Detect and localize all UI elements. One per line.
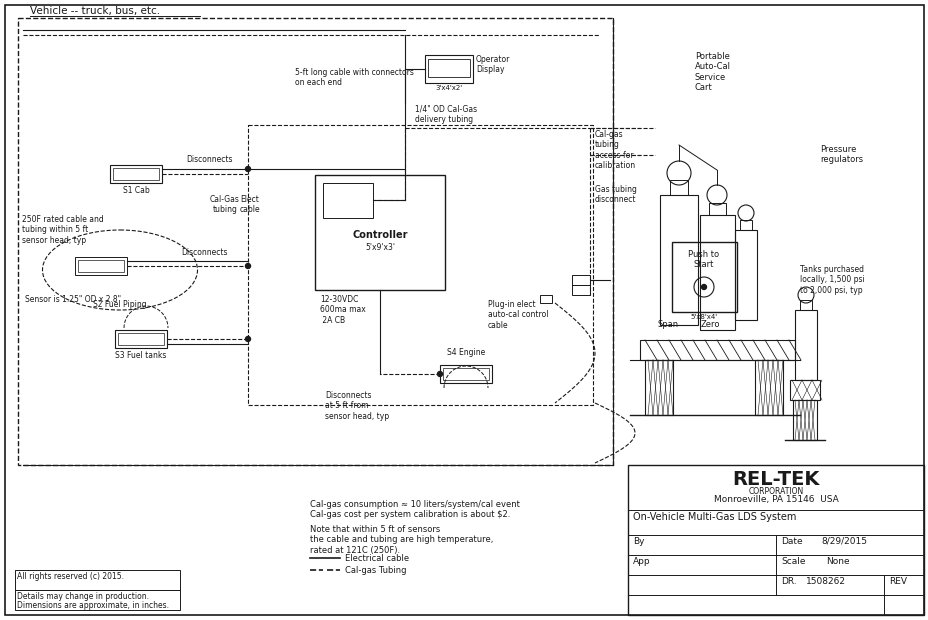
Text: Disconnects
at 5 ft from
sensor head, typ: Disconnects at 5 ft from sensor head, ty… xyxy=(325,391,389,421)
Bar xyxy=(118,333,164,345)
Text: Cal-gas Tubing: Cal-gas Tubing xyxy=(344,566,406,575)
Text: S3 Fuel tanks: S3 Fuel tanks xyxy=(115,351,166,360)
Text: All rights reserved (c) 2015.: All rights reserved (c) 2015. xyxy=(17,572,123,581)
Text: DR.: DR. xyxy=(780,577,796,586)
Bar xyxy=(659,195,697,325)
Bar xyxy=(740,220,751,230)
Text: 250F rated cable and
tubing within 5 ft
sensor head, typ: 250F rated cable and tubing within 5 ft … xyxy=(22,215,104,245)
Text: Date: Date xyxy=(780,537,802,546)
Bar xyxy=(572,275,589,285)
Text: Plug-in elect
auto-cal control
cable: Plug-in elect auto-cal control cable xyxy=(487,300,548,330)
Text: Dimensions are approximate, in inches.: Dimensions are approximate, in inches. xyxy=(17,601,169,610)
Text: Note that within 5 ft of sensors
the cable and tubing are high temperature,
rate: Note that within 5 ft of sensors the cab… xyxy=(310,525,493,555)
Text: REV: REV xyxy=(888,577,906,586)
Text: S1 Cab: S1 Cab xyxy=(122,186,149,195)
Bar xyxy=(248,125,592,405)
Bar xyxy=(115,330,167,348)
Text: Cal-Gas
tubing: Cal-Gas tubing xyxy=(210,195,239,215)
Text: Monroeville, PA 15146  USA: Monroeville, PA 15146 USA xyxy=(713,495,837,504)
Text: Zero: Zero xyxy=(700,320,719,329)
Text: REL-TEK: REL-TEK xyxy=(731,470,818,489)
Bar xyxy=(315,175,445,290)
Text: Disconnects: Disconnects xyxy=(187,155,233,164)
Bar xyxy=(539,295,551,303)
Bar xyxy=(572,285,589,295)
Bar xyxy=(627,465,923,615)
Circle shape xyxy=(701,285,705,290)
Text: Cal-gas consumption ≈ 10 liters/system/cal event
Cal-gas cost per system calibra: Cal-gas consumption ≈ 10 liters/system/c… xyxy=(310,500,520,520)
Bar xyxy=(734,230,756,320)
Text: Portable
Auto-Cal
Service
Cart: Portable Auto-Cal Service Cart xyxy=(694,52,730,92)
Text: Pressure
regulators: Pressure regulators xyxy=(819,145,862,164)
Text: Sensor is 1.25" OD x 2.8": Sensor is 1.25" OD x 2.8" xyxy=(25,295,121,304)
Text: Scale: Scale xyxy=(780,557,805,566)
Bar xyxy=(15,570,180,590)
Text: Details may change in production.: Details may change in production. xyxy=(17,592,148,601)
Bar xyxy=(15,590,180,610)
Text: 5'x8'x4': 5'x8'x4' xyxy=(690,314,716,320)
Text: 1508262: 1508262 xyxy=(806,577,845,586)
Text: S4 Engine: S4 Engine xyxy=(446,348,484,357)
Bar xyxy=(440,365,492,383)
Text: S2 Fuel Piping: S2 Fuel Piping xyxy=(93,300,147,309)
Text: 3'x4'x2': 3'x4'x2' xyxy=(435,85,462,91)
Bar xyxy=(18,18,612,465)
Text: Controller: Controller xyxy=(352,230,407,240)
Text: On-Vehicle Multi-Gas LDS System: On-Vehicle Multi-Gas LDS System xyxy=(632,512,795,522)
Text: Push to
Start: Push to Start xyxy=(688,250,719,270)
Bar xyxy=(669,180,688,195)
Text: 8/29/2015: 8/29/2015 xyxy=(820,537,866,546)
Bar xyxy=(110,165,161,183)
Text: None: None xyxy=(825,557,849,566)
Text: By: By xyxy=(632,537,644,546)
Circle shape xyxy=(245,264,251,268)
Bar xyxy=(424,55,472,83)
Bar xyxy=(794,310,816,380)
Bar xyxy=(671,242,736,312)
Bar xyxy=(754,360,782,415)
Bar xyxy=(443,368,488,380)
Text: Gas tubing
disconnect: Gas tubing disconnect xyxy=(594,185,637,205)
Circle shape xyxy=(437,371,442,376)
Circle shape xyxy=(245,337,251,342)
Text: 1/4" OD Cal-Gas
delivery tubing: 1/4" OD Cal-Gas delivery tubing xyxy=(415,105,477,125)
Bar xyxy=(793,400,816,440)
Bar xyxy=(708,203,725,215)
Text: 5'x9'x3': 5'x9'x3' xyxy=(365,243,394,252)
Bar xyxy=(113,168,159,180)
Text: Electrical cable: Electrical cable xyxy=(344,554,408,563)
Text: Elect
cable: Elect cable xyxy=(239,195,260,215)
Bar xyxy=(639,340,794,360)
Text: Cal-gas
tubing
access for
calibration: Cal-gas tubing access for calibration xyxy=(594,130,636,170)
Text: Span: Span xyxy=(657,320,677,329)
Text: Operator
Display: Operator Display xyxy=(475,55,509,74)
Circle shape xyxy=(245,167,251,172)
Text: Vehicle -- truck, bus, etc.: Vehicle -- truck, bus, etc. xyxy=(30,6,160,16)
Bar xyxy=(323,183,373,218)
Bar xyxy=(789,380,819,400)
Text: Disconnects: Disconnects xyxy=(182,248,228,257)
Bar xyxy=(799,300,811,310)
Text: 12-30VDC
600ma max
 2A CB: 12-30VDC 600ma max 2A CB xyxy=(319,295,366,325)
Bar xyxy=(699,215,734,330)
Text: App: App xyxy=(632,557,650,566)
Text: 5-ft long cable with connectors
on each end: 5-ft long cable with connectors on each … xyxy=(295,68,414,87)
Bar xyxy=(78,260,123,272)
Bar xyxy=(428,59,470,77)
Text: Tanks purchased
locally, 1,500 psi
to 2,000 psi, typ: Tanks purchased locally, 1,500 psi to 2,… xyxy=(799,265,864,294)
Bar xyxy=(75,257,127,275)
Bar xyxy=(644,360,672,415)
Text: CORPORATION: CORPORATION xyxy=(748,487,803,496)
